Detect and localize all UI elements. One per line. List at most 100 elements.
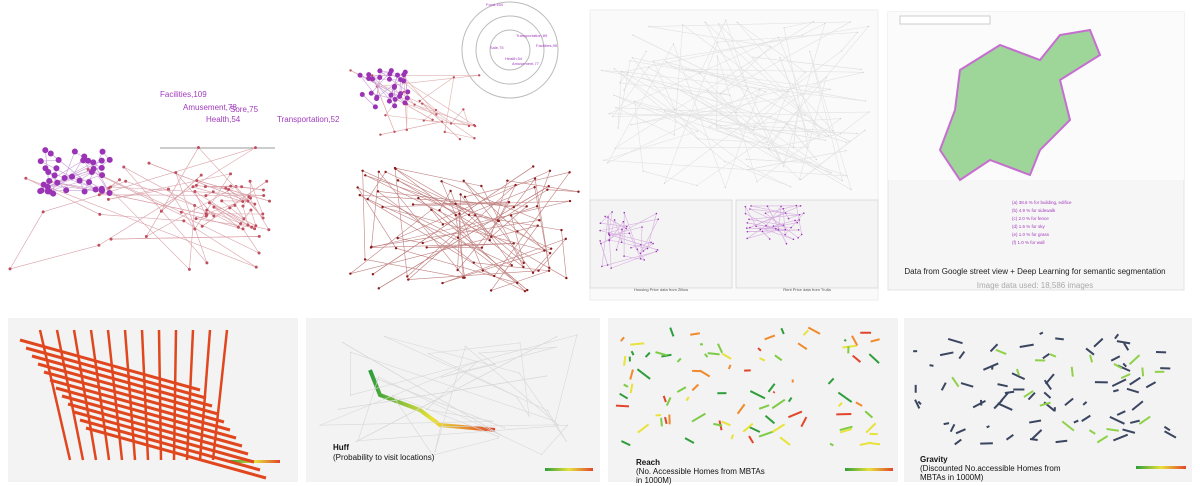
search-box: [899, 15, 991, 25]
node: [435, 113, 438, 116]
node: [807, 146, 809, 148]
edge: [213, 206, 239, 228]
node: [538, 219, 541, 222]
node: [557, 424, 559, 426]
node: [716, 127, 718, 129]
street: [1027, 391, 1036, 401]
edge: [469, 214, 562, 231]
node: [784, 233, 786, 236]
edge: [379, 70, 408, 93]
edge: [608, 226, 627, 234]
street: [772, 390, 776, 394]
edge: [600, 218, 659, 231]
node: [613, 68, 615, 70]
street: [1096, 435, 1109, 444]
node: [782, 207, 785, 210]
street: [949, 423, 956, 433]
node: [441, 223, 445, 226]
node: [801, 34, 803, 36]
node: [478, 352, 480, 354]
street: [837, 391, 853, 403]
street: [870, 338, 880, 343]
edge: [784, 21, 814, 29]
node: [799, 178, 801, 180]
street: [620, 440, 631, 447]
node: [369, 246, 373, 249]
node: [421, 102, 424, 105]
street: [1031, 429, 1043, 440]
street: [1085, 347, 1095, 356]
edge: [376, 74, 480, 87]
category-label: Facilities,109: [160, 90, 207, 99]
node: [772, 225, 775, 227]
street: [1122, 428, 1136, 434]
street: [49, 378, 231, 432]
street: [955, 428, 966, 435]
edge: [607, 217, 612, 269]
segmentation-area: [938, 28, 1102, 182]
node: [98, 157, 105, 164]
node: [51, 172, 58, 179]
legend-item: (e) 1.0 % for grass: [1012, 232, 1050, 237]
edge: [765, 206, 782, 226]
node: [384, 114, 387, 117]
edge: [108, 188, 169, 200]
edge: [718, 23, 785, 167]
node: [254, 224, 258, 228]
radar-label: Food,164: [486, 2, 504, 7]
street: [1029, 438, 1038, 442]
node: [212, 205, 216, 209]
street: [958, 350, 966, 360]
edge: [677, 88, 843, 181]
edge: [749, 208, 800, 216]
node: [443, 130, 446, 134]
node: [621, 228, 623, 231]
node: [204, 212, 208, 216]
edge: [395, 98, 433, 121]
node: [655, 212, 658, 215]
node: [646, 247, 649, 250]
street: [644, 351, 651, 358]
edge: [444, 131, 475, 139]
edge: [9, 211, 44, 270]
edge: [479, 352, 496, 365]
node: [147, 161, 151, 165]
edge: [841, 32, 858, 52]
node: [338, 408, 340, 410]
node: [639, 257, 642, 260]
node: [512, 205, 515, 209]
segmentation-legend: (a) 38.6 % for building, edifice (b) 4.9…: [1012, 200, 1072, 245]
node: [187, 267, 191, 271]
node: [229, 184, 233, 188]
node: [392, 103, 398, 109]
node: [241, 227, 245, 231]
street: [690, 332, 700, 336]
node: [526, 288, 529, 292]
node: [577, 190, 580, 193]
legend-item: (f) 1.0 % for wall: [1012, 240, 1045, 245]
node: [426, 408, 428, 410]
edge: [198, 147, 264, 219]
node: [392, 96, 398, 102]
street: [43, 370, 225, 424]
edge: [428, 353, 517, 397]
node: [417, 196, 420, 200]
node: [807, 134, 809, 136]
node: [503, 427, 505, 429]
node: [622, 220, 625, 223]
node: [767, 144, 770, 146]
node: [396, 236, 399, 240]
edge: [614, 21, 814, 149]
node: [381, 205, 384, 209]
street: [758, 404, 770, 410]
edge: [809, 51, 852, 190]
node: [349, 69, 352, 72]
street: [851, 335, 859, 346]
street: [764, 414, 776, 425]
street: [19, 338, 201, 392]
node: [392, 83, 398, 89]
street: [865, 422, 877, 434]
node: [253, 146, 257, 150]
node: [241, 204, 245, 208]
street: [691, 412, 706, 423]
